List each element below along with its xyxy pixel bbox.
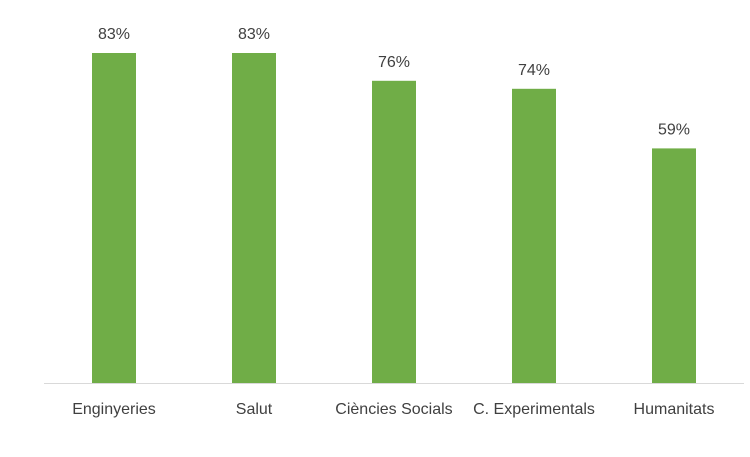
value-label-2: 76% bbox=[378, 54, 410, 71]
bar-4 bbox=[652, 148, 696, 383]
value-label-0: 83% bbox=[98, 26, 130, 43]
x-tick-label-3: C. Experimentals bbox=[473, 401, 595, 418]
bars-group bbox=[92, 53, 696, 384]
value-labels-group: 83% 83% 76% 74% 59% bbox=[98, 26, 690, 138]
bar-3 bbox=[512, 88, 556, 384]
bar-2 bbox=[372, 80, 416, 384]
value-label-4: 59% bbox=[658, 121, 690, 138]
bar-0 bbox=[92, 53, 136, 383]
x-tick-label-0: Enginyeries bbox=[72, 401, 156, 418]
x-tick-label-1: Salut bbox=[236, 401, 273, 418]
value-label-3: 74% bbox=[518, 62, 550, 79]
x-tick-label-4: Humanitats bbox=[634, 401, 715, 418]
bar-1 bbox=[232, 53, 276, 383]
x-tick-label-2: Ciències Socials bbox=[335, 401, 452, 418]
x-tick-labels-group: Enginyeries Salut Ciències Socials C. Exper… bbox=[72, 401, 714, 418]
value-label-1: 83% bbox=[238, 26, 270, 43]
